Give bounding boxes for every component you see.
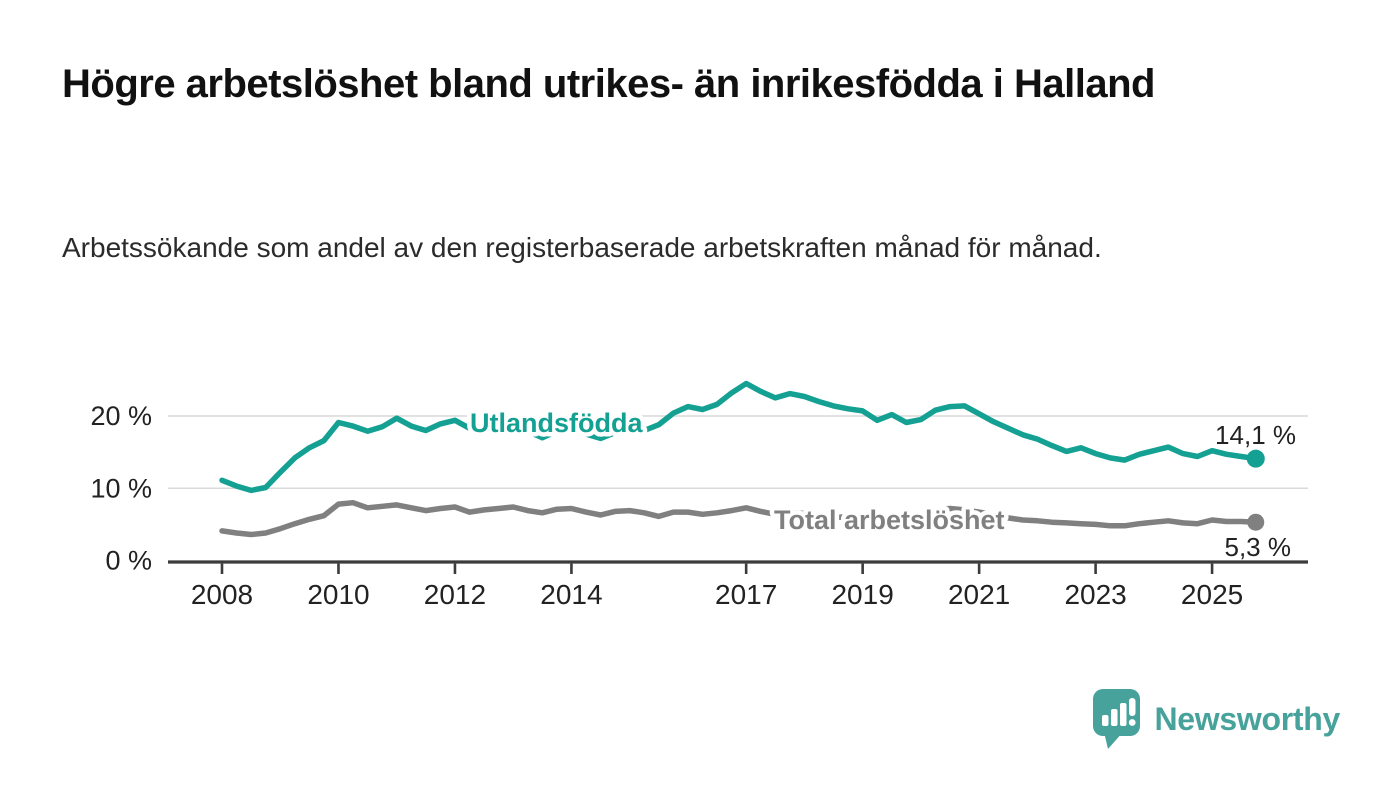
x-tick-label: 2012 xyxy=(424,579,486,610)
series-label-0: Utlandsfödda xyxy=(470,408,643,438)
page-title: Högre arbetslöshet bland utrikes- än inr… xyxy=(62,62,1155,106)
x-tick-label: 2025 xyxy=(1181,579,1243,610)
x-tick-label: 2008 xyxy=(191,579,253,610)
series-label-1: Total arbetslöshet xyxy=(774,505,1005,535)
page-subtitle: Arbetssökande som andel av den registerb… xyxy=(62,232,1102,263)
x-tick-label: 2023 xyxy=(1064,579,1126,610)
y-tick-label: 0 % xyxy=(105,546,152,576)
y-tick-label: 20 % xyxy=(90,401,152,431)
y-tick-label: 10 % xyxy=(90,473,152,503)
x-tick-label: 2021 xyxy=(948,579,1010,610)
series-line-1 xyxy=(219,499,1259,538)
x-tick-label: 2014 xyxy=(540,579,602,610)
series-end-dot-0 xyxy=(1246,449,1265,468)
x-tick-label: 2017 xyxy=(715,579,777,610)
series-line-0 xyxy=(219,380,1259,494)
x-tick-label: 2010 xyxy=(307,579,369,610)
logo-text: Newsworthy xyxy=(1154,700,1341,737)
x-tick-label: 2019 xyxy=(831,579,893,610)
bar-chart-speech-bubble-icon xyxy=(1092,689,1140,749)
newsworthy-logo: Newsworthy xyxy=(1092,688,1341,750)
series-end-dot-1 xyxy=(1247,513,1265,531)
series-end-value-0: 14,1 % xyxy=(1215,420,1296,450)
series-end-value-1: 5,3 % xyxy=(1225,532,1292,562)
